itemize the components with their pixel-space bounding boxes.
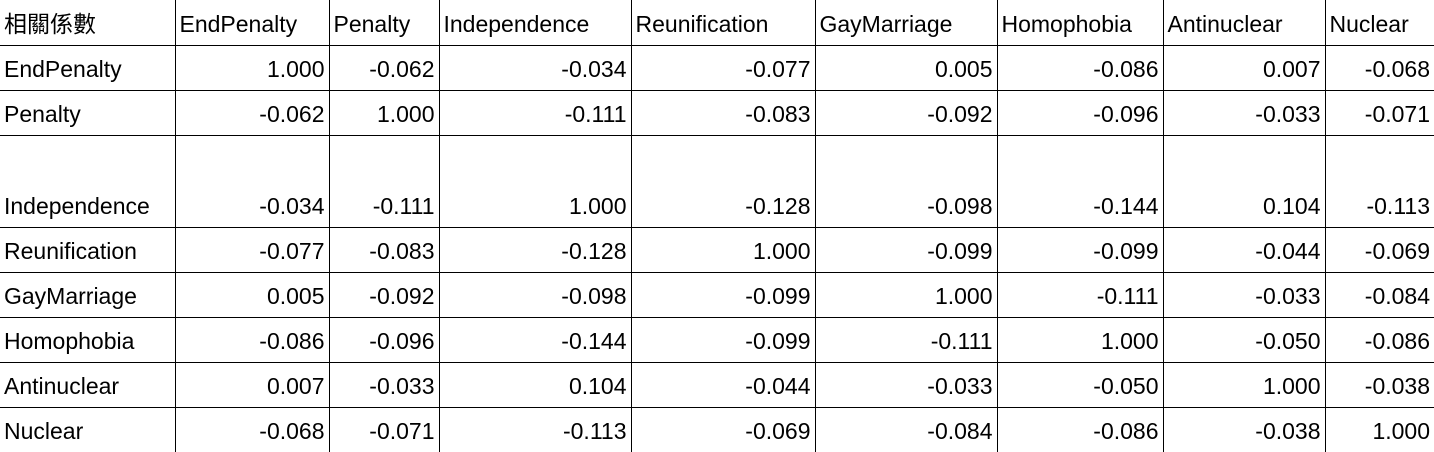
table-cell: -0.033 [1162, 89, 1326, 136]
table-row: Homophobia -0.086 -0.096 -0.144 -0.099 -… [0, 316, 1434, 363]
table-cell: -0.071 [1324, 89, 1434, 136]
table-cell: -0.044 [630, 361, 816, 408]
table-cell: -0.098 [438, 271, 632, 318]
corner-label: 相關係數 [0, 0, 176, 46]
table-cell: -0.033 [1162, 271, 1326, 318]
table-cell: 1.000 [328, 89, 440, 136]
column-header: Nuclear [1324, 0, 1434, 46]
row-label: Antinuclear [0, 361, 176, 408]
table-cell: 1.000 [814, 271, 998, 318]
table-cell: 1.000 [174, 44, 330, 91]
column-header: Antinuclear [1162, 0, 1326, 46]
table-cell: -0.077 [174, 226, 330, 273]
row-label: Reunification [0, 226, 176, 273]
table-cell: 1.000 [630, 226, 816, 273]
table-cell: -0.084 [814, 406, 998, 452]
column-header: Independence [438, 0, 632, 46]
table-cell: -0.044 [1162, 226, 1326, 273]
table-cell: -0.111 [996, 271, 1164, 318]
column-header: Homophobia [996, 0, 1164, 46]
table-cell: 0.005 [814, 44, 998, 91]
table-cell: -0.096 [996, 89, 1164, 136]
table-cell: 1.000 [438, 134, 632, 228]
table-row: Independence -0.034 -0.111 1.000 -0.128 … [0, 134, 1434, 228]
table-cell: 1.000 [996, 316, 1164, 363]
row-label: EndPenalty [0, 44, 176, 91]
table-cell: -0.086 [174, 316, 330, 363]
table-cell: -0.083 [328, 226, 440, 273]
table-cell: -0.084 [1324, 271, 1434, 318]
table-row: Antinuclear 0.007 -0.033 0.104 -0.044 -0… [0, 361, 1434, 408]
table-row: EndPenalty 1.000 -0.062 -0.034 -0.077 0.… [0, 44, 1434, 91]
column-header: Penalty [328, 0, 440, 46]
column-header: EndPenalty [174, 0, 330, 46]
table-cell: -0.086 [996, 44, 1164, 91]
table-row: Nuclear -0.068 -0.071 -0.113 -0.069 -0.0… [0, 406, 1434, 452]
table-cell: -0.086 [996, 406, 1164, 452]
column-header: GayMarriage [814, 0, 998, 46]
table-cell: -0.099 [630, 271, 816, 318]
table-cell: -0.099 [630, 316, 816, 363]
table-cell: -0.083 [630, 89, 816, 136]
table-cell: -0.111 [328, 134, 440, 228]
table-cell: -0.033 [814, 361, 998, 408]
row-label: Nuclear [0, 406, 176, 452]
table-row: Reunification -0.077 -0.083 -0.128 1.000… [0, 226, 1434, 273]
table-cell: -0.098 [814, 134, 998, 228]
table-cell: -0.086 [1324, 316, 1434, 363]
table-cell: 0.007 [1162, 44, 1326, 91]
table-cell: 1.000 [1162, 361, 1326, 408]
row-label: Penalty [0, 89, 176, 136]
table-cell: -0.062 [174, 89, 330, 136]
table-cell: 1.000 [1324, 406, 1434, 452]
table-cell: -0.050 [1162, 316, 1326, 363]
table-cell: -0.077 [630, 44, 816, 91]
table-cell: -0.099 [814, 226, 998, 273]
row-label: GayMarriage [0, 271, 176, 318]
table-cell: -0.092 [328, 271, 440, 318]
table-cell: -0.050 [996, 361, 1164, 408]
table-cell: -0.113 [438, 406, 632, 452]
table-cell: -0.144 [438, 316, 632, 363]
table-cell: -0.128 [438, 226, 632, 273]
table-cell: -0.034 [438, 44, 632, 91]
table-cell: -0.096 [328, 316, 440, 363]
table-cell: -0.071 [328, 406, 440, 452]
header-row: 相關係數 EndPenalty Penalty Independence Reu… [0, 0, 1434, 46]
table-cell: -0.092 [814, 89, 998, 136]
table-cell: -0.034 [174, 134, 330, 228]
table-cell: -0.068 [174, 406, 330, 452]
table-cell: -0.144 [996, 134, 1164, 228]
table-cell: -0.038 [1162, 406, 1326, 452]
table-cell: -0.128 [630, 134, 816, 228]
table-cell: -0.099 [996, 226, 1164, 273]
table-cell: -0.062 [328, 44, 440, 91]
table-cell: -0.033 [328, 361, 440, 408]
table-cell: -0.068 [1324, 44, 1434, 91]
table-cell: -0.111 [814, 316, 998, 363]
table-cell: 0.005 [174, 271, 330, 318]
table-cell: -0.069 [630, 406, 816, 452]
table-cell: -0.069 [1324, 226, 1434, 273]
column-header: Reunification [630, 0, 816, 46]
table-row: GayMarriage 0.005 -0.092 -0.098 -0.099 1… [0, 271, 1434, 318]
table-cell: 0.104 [1162, 134, 1326, 228]
row-label: Independence [0, 134, 176, 228]
table-cell: 0.007 [174, 361, 330, 408]
table-cell: -0.038 [1324, 361, 1434, 408]
table-row: Penalty -0.062 1.000 -0.111 -0.083 -0.09… [0, 89, 1434, 136]
table-cell: 0.104 [438, 361, 632, 408]
table-cell: -0.113 [1324, 134, 1434, 228]
table-cell: -0.111 [438, 89, 632, 136]
row-label: Homophobia [0, 316, 176, 363]
